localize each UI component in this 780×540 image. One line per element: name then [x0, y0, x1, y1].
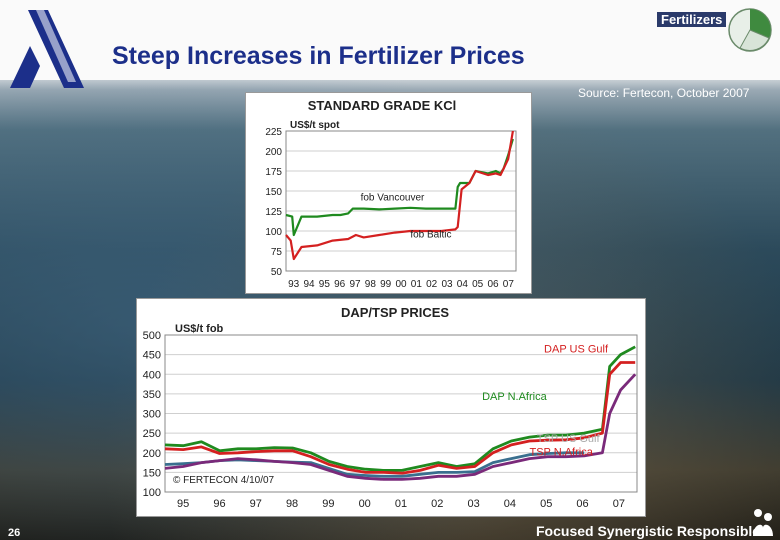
kcl-price-chart: STANDARD GRADE KCl US$/t spot 225 200 175 150…	[265, 98, 517, 290]
series-label: DAP N.Africa	[482, 391, 547, 403]
kcl-chart-panel: STANDARD GRADE KCl US$/t spot 225 200 175 150…	[245, 92, 532, 294]
x-tick-label: 04	[504, 498, 516, 510]
x-tick-label: 06	[576, 498, 588, 510]
series-line-dap-n-africa	[164, 361, 636, 475]
page-number: 26	[8, 527, 21, 539]
chart-title: DAP/TSP PRICES	[341, 305, 449, 320]
plot-frame	[285, 130, 517, 272]
x-tick-label: 98	[365, 279, 377, 290]
footer-tagline: Focused Synergistic Responsible	[536, 523, 761, 539]
series-label: DAP US Gulf	[544, 344, 609, 356]
y-tick-label: 200	[143, 448, 161, 460]
x-tick-label: 99	[322, 498, 334, 510]
x-tick-label: 98	[286, 498, 298, 510]
y-tick-label: 50	[271, 267, 283, 278]
series-line-fob-vancouver	[285, 138, 514, 237]
x-tick-label: 06	[487, 279, 499, 290]
x-tick-label: 96	[334, 279, 346, 290]
x-tick-label: 03	[467, 498, 479, 510]
y-tick-label: 100	[265, 227, 282, 238]
series-line-dap-us-gulf	[164, 345, 636, 472]
x-tick-label: 07	[503, 279, 515, 290]
x-tick-label: 04	[457, 279, 469, 290]
y-tick-label: 500	[143, 330, 161, 342]
x-tick-label: 95	[319, 279, 331, 290]
y-tick-label: 125	[265, 207, 282, 218]
dap-tsp-price-chart: DAP/TSP PRICES US$/t fob 500 450 400 350 300 25…	[143, 305, 638, 510]
y-tick-label: 350	[143, 389, 161, 401]
x-tick-label: 99	[380, 279, 392, 290]
x-tick-label: 01	[395, 498, 407, 510]
series-label: TSP N.Africa	[529, 446, 593, 458]
y-tick-label: 150	[265, 187, 282, 198]
chart-title: STANDARD GRADE KCl	[308, 98, 457, 113]
people-icon	[753, 509, 773, 536]
y-tick-label: 150	[143, 467, 161, 479]
series-line-tsp-n-africa	[164, 373, 637, 481]
series-annotation: fob Baltic	[410, 229, 451, 240]
dap-tsp-chart-panel: DAP/TSP PRICES US$/t fob 500 450 400 350 300 25…	[136, 298, 646, 517]
y-axis-label: US$/t spot	[290, 120, 340, 131]
slide-title: Steep Increases in Fertilizer Prices	[112, 42, 525, 70]
x-tick-label: 02	[426, 279, 438, 290]
y-tick-label: 200	[265, 147, 282, 158]
x-tick-label: 00	[395, 279, 407, 290]
copyright-note: © FERTECON 4/10/07	[173, 475, 275, 486]
y-tick-label: 175	[265, 167, 282, 178]
x-tick-label: 93	[288, 279, 300, 290]
series-annotation: fob Vancouver	[361, 193, 425, 204]
x-tick-label: 95	[177, 498, 189, 510]
x-tick-label: 94	[303, 279, 315, 290]
header-banner	[0, 0, 780, 80]
x-tick-label: 97	[349, 279, 361, 290]
y-tick-label: 75	[271, 247, 283, 258]
y-tick-label: 250	[143, 428, 161, 440]
x-tick-label: 05	[540, 498, 552, 510]
x-tick-label: 97	[250, 498, 262, 510]
x-tick-label: 96	[213, 498, 225, 510]
y-tick-label: 225	[265, 127, 282, 138]
x-tick-label: 00	[359, 498, 371, 510]
y-tick-label: 450	[143, 350, 161, 362]
x-tick-label: 02	[431, 498, 443, 510]
series-label: TSP US Gulf	[537, 433, 601, 445]
y-axis-label: US$/t fob	[175, 323, 224, 335]
y-tick-label: 100	[143, 487, 161, 499]
series-line-fob-baltic	[285, 130, 514, 261]
y-tick-label: 300	[143, 409, 161, 421]
x-tick-label: 07	[613, 498, 625, 510]
company-logo	[10, 10, 84, 88]
section-label: Fertilizers	[657, 12, 727, 27]
pie-chart-icon	[728, 8, 772, 52]
x-tick-label: 01	[411, 279, 423, 290]
plot-frame	[164, 334, 638, 493]
y-tick-label: 400	[143, 369, 161, 381]
source-note: Source: Fertecon, October 2007	[578, 86, 750, 100]
x-tick-label: 05	[472, 279, 484, 290]
x-tick-label: 03	[441, 279, 453, 290]
